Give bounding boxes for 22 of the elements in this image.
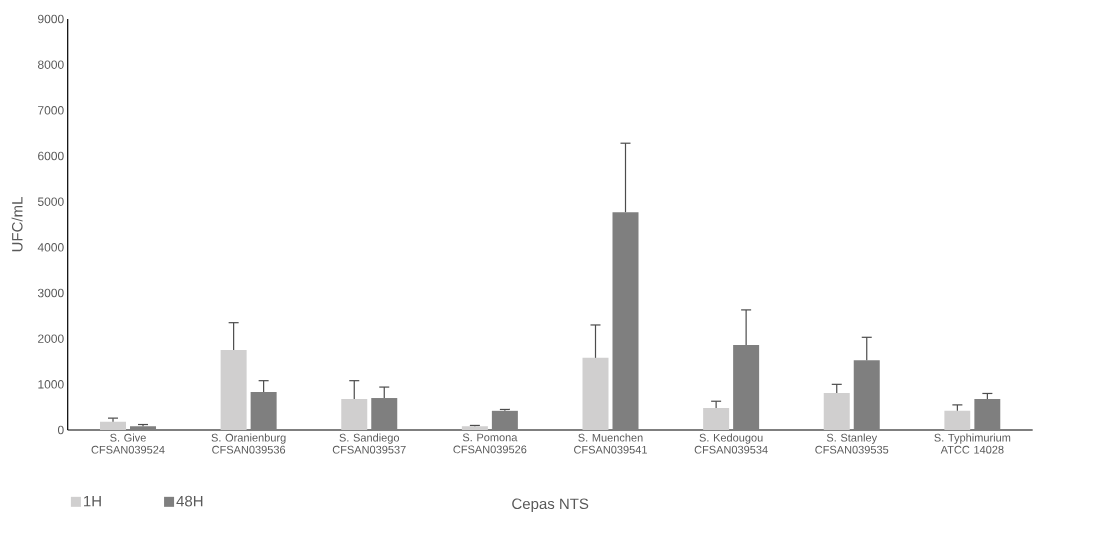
y-tick-label: 6000 [38,151,64,161]
legend-label: 1H [84,495,101,507]
x-tick-label: S. Muenchen CFSAN039541 [574,433,647,454]
y-tick-label: 0 [57,425,64,435]
x-tick-label: S. Pomona CFSAN039526 [453,433,527,454]
y-tick-label: 8000 [37,60,64,69]
y-tick-label: 5000 [37,197,64,206]
x-tick-label: S. Oranienburg CFSAN039536 [211,433,286,454]
x-axis-title: Cepas NTS [512,498,589,513]
x-tick-label: S. Kedougou CFSAN039534 [694,433,768,454]
y-axis-title: UFC/mL [11,197,23,252]
y-tick-label: 9000 [38,14,64,24]
x-tick-label: S. Stanley CFSAN039535 [815,433,889,454]
legend-label: 48H [176,495,203,507]
x-tick-label: S. Give CFSAN039524 [91,433,165,454]
y-tick-label: 2000 [38,334,64,343]
y-tick-label: 4000 [37,243,64,252]
x-tick-label: S. Sandiego CFSAN039537 [332,433,406,454]
y-tick-label: 7000 [38,106,64,115]
x-tick-label: S. Typhimurium ATCC 14028 [934,433,1011,454]
y-tick-label: 1000 [38,380,64,389]
y-tick-label: 3000 [37,288,64,298]
